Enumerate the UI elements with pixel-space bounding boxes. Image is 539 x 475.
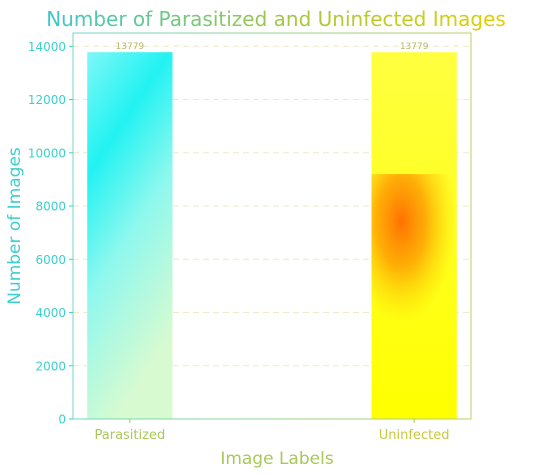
y-tick-label: 12000 [28,93,66,107]
y-tick-label: 8000 [35,200,66,214]
y-tick-label: 14000 [28,40,66,54]
bars [87,52,457,420]
bar-value-label: 13779 [400,42,429,52]
bar-value-label: 13779 [116,42,145,52]
chart-title: Number of Parasitized and Uninfected Ima… [46,7,506,31]
y-axis-label: Number of Images [5,147,25,305]
x-axis-ticks: Parasitized Uninfected [95,419,450,443]
y-tick-label: 6000 [35,253,66,267]
bar-shading [371,174,457,332]
y-axis-ticks: 0 2000 4000 6000 8000 10000 12000 14000 [28,40,73,427]
data-labels: 13779 13779 [116,42,429,52]
x-axis-label: Image Labels [220,449,334,469]
x-tick-label: Uninfected [379,428,450,443]
bar-parasitized [87,52,173,420]
y-tick-label: 4000 [35,306,66,320]
y-tick-label: 2000 [35,359,66,373]
x-tick-label: Parasitized [95,428,166,443]
y-tick-label: 10000 [28,146,66,160]
plot-frame [72,32,472,420]
y-tick-label: 0 [58,413,66,427]
